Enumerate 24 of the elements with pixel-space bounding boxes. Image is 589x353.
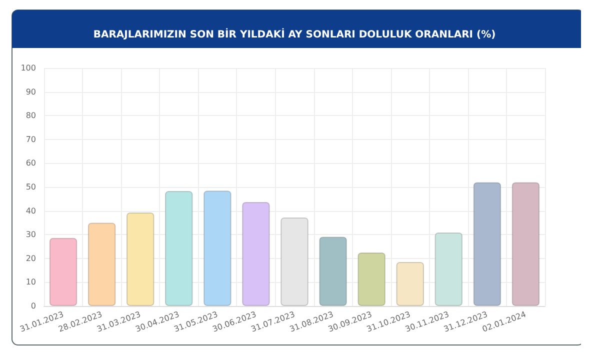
y-tick-label: 80: [26, 111, 36, 120]
y-tick-label: 10: [26, 278, 36, 287]
bar: [204, 190, 232, 306]
bar: [358, 252, 386, 306]
bar: [473, 182, 502, 306]
y-tick-label: 40: [26, 206, 36, 216]
y-tick-label: 20: [26, 254, 36, 263]
bar: [88, 222, 116, 306]
y-tick-label: 70: [26, 134, 36, 144]
bar: [319, 236, 347, 306]
bar: [165, 191, 193, 306]
bar: [434, 232, 463, 306]
y-tick-label: 90: [26, 87, 36, 96]
y-tick-label: 100: [20, 64, 36, 72]
bar: [126, 212, 154, 306]
bar: [49, 238, 78, 306]
y-tick-label: 60: [26, 158, 36, 168]
chart-title: BARAJLARIMIZIN SON BİR YILDAKİ AY SONLARI DOLULUK ORANLARI (%): [93, 28, 496, 40]
bar: [242, 202, 270, 306]
y-tick-label: 50: [26, 182, 36, 192]
bar: [512, 182, 540, 306]
y-tick-label: 0: [30, 302, 36, 310]
y-tick-label: 30: [26, 230, 36, 240]
bar: [396, 262, 424, 306]
